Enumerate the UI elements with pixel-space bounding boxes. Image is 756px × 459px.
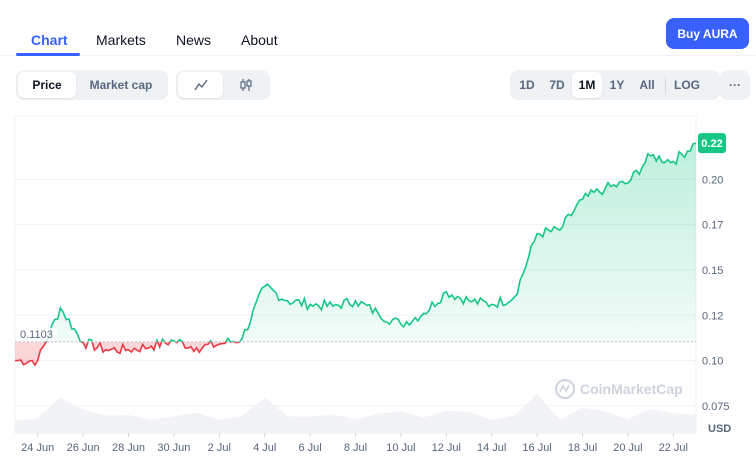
x-tick-label: 10 Jul — [386, 442, 415, 454]
range-divider — [665, 77, 666, 93]
coinmarketcap-logo-icon — [555, 379, 575, 399]
coinmarketcap-watermark: CoinMarketCap — [555, 379, 683, 399]
x-tick-label: 8 Jul — [344, 442, 367, 454]
range-all[interactable]: All — [639, 78, 655, 92]
range-1m[interactable]: 1M — [572, 72, 602, 98]
x-tick-label: 6 Jul — [298, 442, 321, 454]
x-tick-label: 12 Jul — [432, 442, 461, 454]
current-price-label: 0.22 — [701, 138, 722, 150]
more-options-button[interactable]: ··· — [729, 78, 741, 92]
x-tick-label: 26 Jun — [67, 442, 100, 454]
volume-silhouette — [15, 394, 696, 433]
log-scale-toggle[interactable]: LOG — [674, 78, 700, 92]
x-tick-label: 4 Jul — [253, 442, 276, 454]
baseline-label: 0.1103 — [20, 329, 53, 341]
current-price-group: 0.22 — [698, 133, 726, 154]
x-axis-ticks: 24 Jun 26 Jun 28 Jun 30 Jun 2 Jul 4 Jul 6 Jul 8… — [21, 433, 688, 454]
currency-label: USD — [708, 423, 731, 435]
x-tick-label: 30 Jun — [157, 442, 190, 454]
market-cap-tab[interactable]: Market cap — [89, 78, 153, 92]
tab-news[interactable]: News — [176, 32, 212, 48]
line-chart-button[interactable] — [178, 72, 223, 98]
buy-button[interactable]: Buy AURA — [666, 18, 749, 49]
x-tick-label: 28 Jun — [112, 442, 145, 454]
x-tick-label: 20 Jul — [613, 442, 642, 454]
more-options: ··· — [720, 70, 750, 100]
tab-markets[interactable]: Markets — [96, 32, 146, 48]
y-tick-label: 0.10 — [702, 356, 723, 368]
x-tick-label: 18 Jul — [568, 442, 597, 454]
metric-toggle: Price Market cap — [16, 70, 168, 100]
y-axis-ticks: 0.075 0.10 0.12 0.15 0.17 0.20 — [702, 174, 730, 412]
range-7d[interactable]: 7D — [549, 78, 565, 92]
active-tab-indicator — [16, 53, 80, 56]
candlestick-icon — [239, 79, 252, 91]
range-selector: 1D 7D 1M 1Y All LOG — [510, 70, 720, 100]
line-chart-icon — [193, 79, 208, 91]
price-area — [15, 143, 696, 366]
volume-bars — [15, 394, 696, 433]
price-lines — [14, 142, 697, 367]
chart-style-toggle — [176, 70, 270, 100]
price-tab[interactable]: Price — [18, 72, 76, 98]
y-tick-label: 0.12 — [702, 310, 723, 322]
baseline-group: 0.1103 — [15, 327, 696, 343]
current-price-badge — [698, 133, 726, 154]
y-tick-label: 0.20 — [702, 174, 723, 186]
tab-about[interactable]: About — [241, 32, 278, 48]
x-tick-label: 22 Jul — [659, 442, 688, 454]
x-tick-label: 2 Jul — [208, 442, 231, 454]
area-above-baseline — [15, 143, 696, 342]
tab-chart[interactable]: Chart — [31, 32, 68, 48]
top-nav: Chart Markets News About — [0, 0, 756, 56]
watermark-text: CoinMarketCap — [580, 381, 683, 397]
x-tick-label: 14 Jul — [477, 442, 506, 454]
candlestick-button[interactable] — [223, 72, 268, 98]
y-tick-label: 0.17 — [702, 220, 723, 232]
range-1y[interactable]: 1Y — [609, 78, 625, 92]
range-1d[interactable]: 1D — [519, 78, 535, 92]
x-tick-label: 24 Jun — [21, 442, 54, 454]
price-chart[interactable]: 0.1103 0.075 0.10 0.12 0.15 0.17 0.20 24 Jun 2… — [0, 108, 756, 459]
area-below-baseline — [15, 341, 240, 366]
y-tick-label: 0.15 — [702, 265, 723, 277]
x-tick-label: 16 Jul — [522, 442, 551, 454]
baseline-label-bg — [17, 327, 57, 341]
y-tick-label: 0.075 — [702, 401, 730, 413]
